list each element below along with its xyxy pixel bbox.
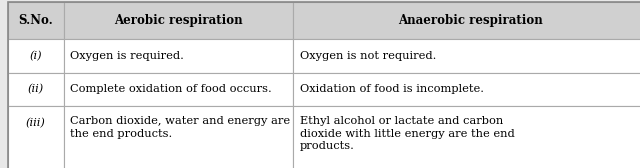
Bar (8, 39, 64, 73)
Bar (64, 2, 293, 39)
Text: (i): (i) (29, 51, 42, 61)
Bar (293, 106, 640, 168)
Text: Oxidation of food is incomplete.: Oxidation of food is incomplete. (300, 84, 484, 94)
Text: Carbon dioxide, water and energy are
the end products.: Carbon dioxide, water and energy are the… (70, 116, 291, 139)
Text: Ethyl alcohol or lactate and carbon
dioxide with little energy are the end
produ: Ethyl alcohol or lactate and carbon diox… (300, 116, 515, 151)
Text: Complete oxidation of food occurs.: Complete oxidation of food occurs. (70, 84, 272, 94)
Text: Anaerobic respiration: Anaerobic respiration (398, 14, 543, 27)
Bar (64, 39, 293, 73)
Bar (64, 73, 293, 106)
Text: Aerobic respiration: Aerobic respiration (115, 14, 243, 27)
Text: (iii): (iii) (26, 118, 46, 128)
Bar (64, 106, 293, 168)
Bar (8, 2, 64, 39)
Bar (8, 73, 64, 106)
Bar (293, 2, 640, 39)
Bar (8, 106, 64, 168)
Bar (293, 73, 640, 106)
Text: Oxygen is required.: Oxygen is required. (70, 51, 184, 61)
Text: S.No.: S.No. (19, 14, 53, 27)
Text: (ii): (ii) (28, 84, 44, 95)
Bar (293, 39, 640, 73)
Text: Oxygen is not required.: Oxygen is not required. (300, 51, 436, 61)
